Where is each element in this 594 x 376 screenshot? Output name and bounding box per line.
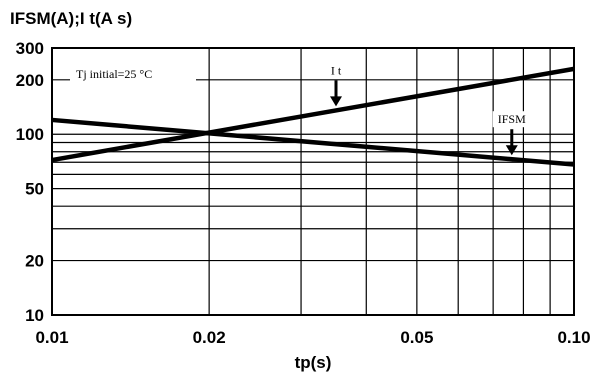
annotation-i-t: I t (331, 63, 342, 77)
y-tick-label: 50 (25, 180, 44, 199)
annotation-arrow-head (330, 96, 343, 107)
annotations: Tj initial=25 °C I t IFSM (70, 62, 531, 156)
series-line-ifsm (51, 117, 575, 167)
series-group (51, 66, 575, 167)
y-tick-label: 300 (16, 39, 44, 58)
x-axis-title: tp(s) (295, 353, 332, 372)
series-line-i-t (51, 66, 575, 163)
y-axis-title: IFSM(A);I t(A s) (10, 9, 132, 28)
x-tick-label: 0.02 (193, 328, 226, 347)
x-tick-label: 0.05 (400, 328, 433, 347)
tick-labels: 0.01 0.02 0.05 0.10 10 20 50 100 200 300 (16, 39, 591, 347)
y-tick-label: 200 (16, 71, 44, 90)
x-tick-label: 0.01 (35, 328, 68, 347)
annotation-ifsm: IFSM (498, 112, 526, 126)
y-tick-label: 20 (25, 252, 44, 271)
annotation-arrow-head (505, 145, 518, 156)
x-tick-label: 0.10 (557, 328, 590, 347)
annotation-label-bg (492, 111, 531, 128)
y-tick-label: 100 (16, 125, 44, 144)
grid (51, 47, 575, 316)
annotation-box (70, 64, 196, 83)
annotation-label-bg (320, 62, 352, 79)
plot-frame (51, 47, 575, 316)
annotation-tj-initial: Tj initial=25 °C (76, 67, 152, 81)
y-tick-label: 10 (25, 306, 44, 325)
